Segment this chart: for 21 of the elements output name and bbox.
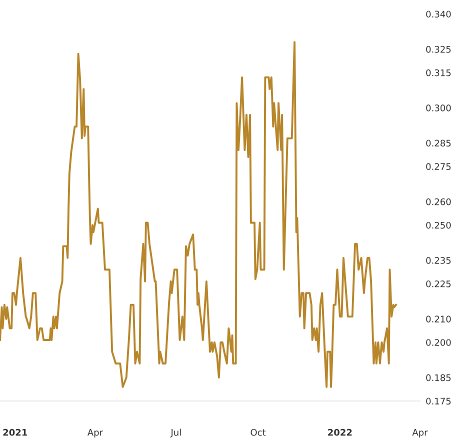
x-tick-label: 2022 — [328, 428, 352, 436]
y-tick-label: 0.325 — [426, 46, 451, 53]
y-tick-label: 0.200 — [426, 339, 451, 346]
x-tick-label: Oct — [250, 428, 266, 436]
y-tick-label: 0.275 — [426, 163, 451, 170]
y-tick-label: 0.300 — [426, 104, 451, 112]
y-tick-label: 0.315 — [426, 69, 451, 76]
y-tick-label: 0.225 — [426, 280, 451, 288]
y-tick-label: 0.235 — [426, 257, 451, 264]
y-tick-label: 0.285 — [426, 140, 451, 147]
line-series — [0, 41, 397, 388]
y-tick-label: 0.210 — [426, 316, 451, 322]
y-tick-label: 0.185 — [426, 374, 451, 382]
y-tick-label: 0.340 — [426, 10, 451, 18]
y-tick-label: 0.250 — [426, 222, 451, 229]
x-tick-label: Apr — [412, 429, 428, 438]
y-tick-label: 0.260 — [426, 198, 451, 206]
x-tick-label: Jul — [170, 428, 181, 438]
y-tick-label: 0.175 — [426, 398, 451, 405]
x-tick-label: Apr — [87, 429, 104, 438]
x-tick-label: 2021 — [3, 428, 28, 436]
